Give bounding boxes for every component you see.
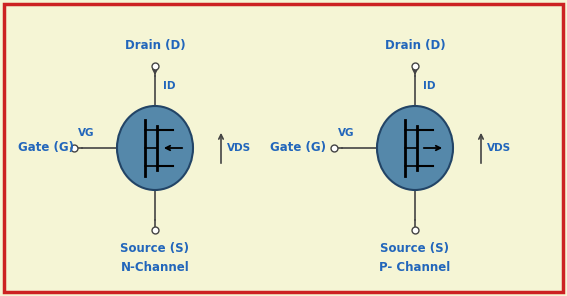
Text: VDS: VDS [487,143,511,153]
Text: Source (S): Source (S) [121,242,189,255]
Text: VG: VG [338,128,354,138]
Text: Gate (G): Gate (G) [18,141,74,155]
Text: Source (S): Source (S) [380,242,450,255]
Ellipse shape [117,106,193,190]
Text: Drain (D): Drain (D) [384,39,445,52]
Text: Drain (D): Drain (D) [125,39,185,52]
Text: ID: ID [163,81,176,91]
Ellipse shape [377,106,453,190]
Text: N-Channel: N-Channel [121,261,189,274]
Text: ID: ID [423,81,435,91]
Text: P- Channel: P- Channel [379,261,451,274]
Text: VG: VG [78,128,94,138]
Text: VDS: VDS [227,143,251,153]
Text: Gate (G): Gate (G) [270,141,326,155]
